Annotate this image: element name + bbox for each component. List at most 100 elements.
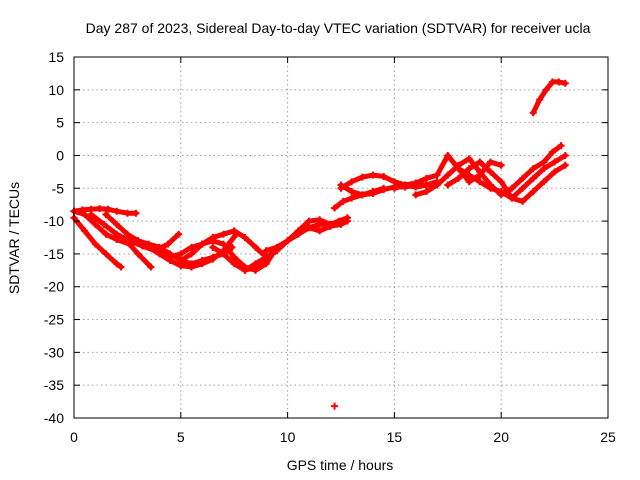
data-point: [96, 205, 104, 213]
data-point: [331, 204, 339, 212]
data-point: [326, 222, 334, 230]
data-point: [104, 205, 112, 213]
data-point: [198, 240, 206, 248]
data-point: [548, 148, 556, 156]
data-point: [401, 181, 409, 189]
data-point: [113, 230, 121, 238]
data-point: [508, 194, 516, 202]
y-tick-label: -20: [44, 279, 64, 295]
data-point: [508, 184, 516, 192]
data-point: [454, 174, 462, 182]
data-point: [147, 263, 155, 271]
data-point: [561, 79, 569, 87]
data-point: [476, 168, 484, 176]
data-point: [316, 216, 324, 224]
data-series: [70, 78, 569, 410]
data-point: [252, 260, 260, 268]
data-point: [164, 240, 172, 248]
data-point: [113, 260, 121, 268]
data-point: [412, 191, 420, 199]
data-point: [132, 209, 140, 217]
data-point: [102, 250, 110, 258]
data-point: [348, 178, 356, 186]
data-point: [497, 161, 505, 169]
data-point: [100, 220, 108, 228]
data-point: [540, 178, 548, 186]
data-point: [465, 155, 473, 163]
data-point: [412, 179, 420, 187]
data-point: [113, 220, 121, 228]
data-point: [444, 181, 452, 189]
data-point: [497, 178, 505, 186]
data-point: [166, 253, 174, 261]
data-point: [390, 184, 398, 192]
data-point: [358, 173, 366, 181]
data-point: [198, 260, 206, 268]
data-point: [209, 234, 217, 241]
data-point: [529, 188, 537, 196]
data-point: [123, 230, 131, 238]
series-trace-12: [305, 217, 351, 235]
series-trace-20: [529, 78, 569, 117]
data-point: [540, 165, 548, 173]
data-point: [465, 171, 473, 179]
data-point: [561, 161, 569, 169]
data-point: [529, 109, 537, 117]
y-tick-label: -40: [44, 410, 64, 426]
series-line: [88, 212, 182, 254]
data-point: [369, 171, 377, 179]
data-point: [187, 263, 195, 271]
data-point: [454, 165, 462, 173]
data-point: [230, 227, 238, 235]
series-trace-8: [177, 227, 270, 264]
data-point: [487, 184, 495, 192]
data-point: [444, 151, 452, 159]
series-line: [263, 215, 350, 254]
data-point: [273, 243, 281, 251]
x-tick-label: 20: [493, 429, 509, 445]
data-point: [123, 209, 131, 217]
data-point: [337, 220, 345, 228]
data-point: [422, 174, 430, 182]
data-point: [87, 211, 95, 219]
data-point: [358, 191, 366, 199]
plot-frame: [73, 56, 609, 419]
y-tick-label: -5: [52, 180, 65, 196]
data-point: [465, 178, 473, 186]
data-point: [145, 243, 153, 251]
data-point: [476, 158, 484, 166]
data-point: [433, 181, 441, 189]
data-point: [551, 158, 559, 166]
y-tick-label: -25: [44, 312, 64, 328]
data-point: [102, 211, 110, 219]
data-point: [79, 206, 87, 214]
series-line: [338, 172, 440, 191]
data-point: [241, 234, 249, 241]
data-point: [175, 230, 183, 238]
data-point: [209, 255, 217, 263]
data-point: [542, 86, 550, 94]
data-point: [536, 96, 544, 104]
y-tick-label: 15: [48, 49, 64, 65]
axis-ticks: [73, 56, 609, 419]
y-tick-label: 0: [56, 147, 64, 163]
data-point: [487, 168, 495, 176]
data-point: [187, 243, 195, 251]
x-tick-label: 25: [600, 429, 616, 445]
series-line: [71, 208, 154, 270]
data-point: [422, 181, 430, 189]
data-point: [529, 174, 537, 182]
data-point: [348, 194, 356, 202]
series-trace-3: [70, 205, 140, 217]
x-tick-label: 5: [177, 429, 185, 445]
y-axis-title: SDTVAR / TECUs: [6, 182, 22, 294]
x-tick-label: 10: [280, 429, 296, 445]
data-point: [551, 168, 559, 176]
data-point: [548, 78, 556, 86]
y-tick-label: -35: [44, 377, 64, 393]
y-tick-label: 5: [56, 115, 64, 131]
data-point: [316, 227, 324, 235]
x-tick-labels: 0 5 10 15 20 25: [70, 429, 616, 445]
series-trace-19: [454, 151, 569, 202]
